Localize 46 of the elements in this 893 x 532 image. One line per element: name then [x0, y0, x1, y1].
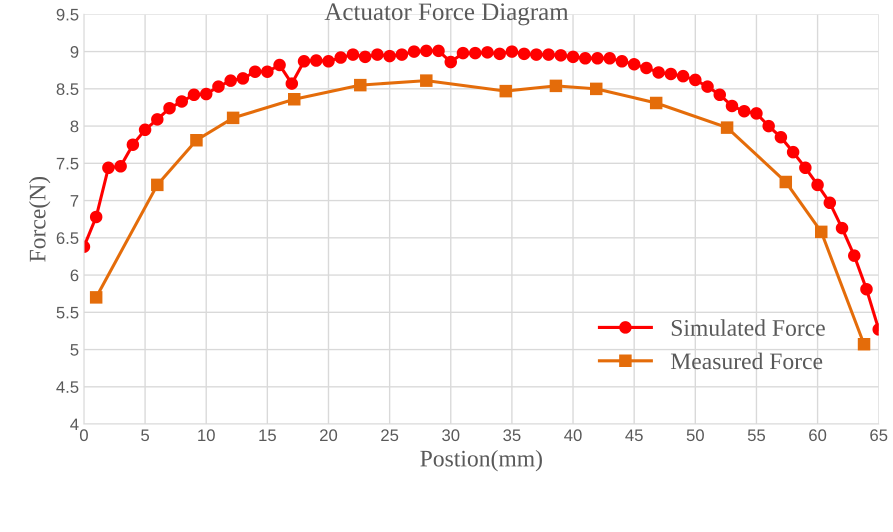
point: [650, 96, 662, 110]
y-tick-label: 6.5: [56, 232, 78, 244]
point: [90, 291, 102, 304]
x-tick-label: 55: [748, 429, 766, 442]
point: [550, 80, 562, 92]
y-tick-label: 9.5: [56, 8, 78, 21]
x-tick-label: 35: [503, 429, 520, 442]
point: [226, 112, 240, 124]
y-tick-label: 5: [70, 344, 78, 356]
point: [500, 84, 512, 98]
y-tick-label: 9: [70, 46, 78, 58]
x-tick-label: 60: [809, 429, 826, 442]
x-tick-label: 0: [80, 429, 88, 442]
y-tick-label: 5.5: [56, 306, 78, 318]
y-tick-label: 8: [70, 120, 78, 132]
point: [720, 121, 734, 134]
x-tick-label: 50: [686, 429, 704, 442]
point: [354, 78, 367, 92]
point: [590, 82, 603, 96]
point: [814, 226, 828, 238]
x-tick-label: 65: [870, 429, 888, 442]
legend-label: Simulated Force: [672, 319, 825, 336]
x-tick-label: 45: [625, 429, 643, 442]
y-tick-label: 6: [70, 269, 78, 282]
point: [190, 134, 203, 146]
y-tick-label: 8.5: [56, 83, 78, 96]
legend-label: Measured Force: [670, 352, 822, 370]
y-axis-title: Force(N): [28, 176, 50, 262]
x-tick-label: 30: [442, 429, 460, 442]
point: [151, 178, 164, 192]
y-tick-label: 4.5: [56, 381, 78, 393]
chart-title: Actuator Force Diagram: [324, 3, 568, 26]
x-tick-label: 10: [198, 429, 215, 442]
x-tick-label: 25: [381, 429, 398, 442]
x-tick-label: 20: [320, 429, 338, 442]
point: [780, 176, 792, 188]
y-tick-label: 7: [70, 195, 78, 207]
point: [858, 338, 870, 351]
x-axis-title: Postion(mm): [420, 450, 542, 472]
x-tick-label: 40: [564, 429, 582, 442]
y-tick-label: 7.5: [56, 158, 78, 170]
x-tick-label: 5: [141, 429, 150, 442]
y-tick-label: 4: [70, 418, 79, 430]
x-tick-label: 15: [259, 429, 276, 442]
point: [420, 74, 433, 87]
point: [288, 93, 300, 106]
